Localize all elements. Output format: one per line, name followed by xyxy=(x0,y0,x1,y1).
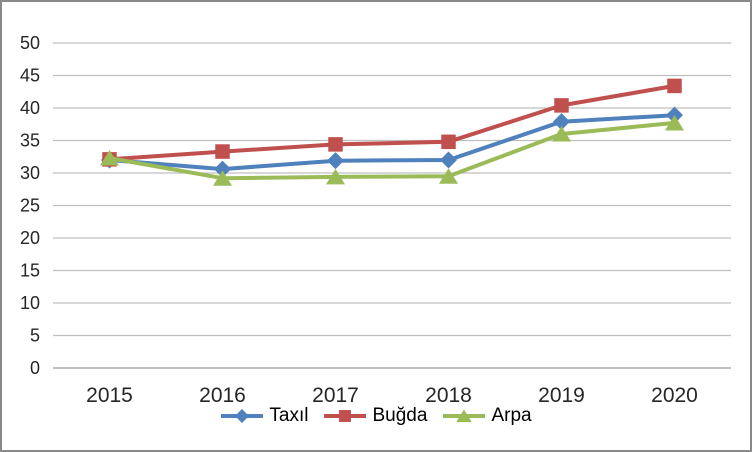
legend-item: Taxıl xyxy=(220,406,308,425)
series-line xyxy=(107,113,677,172)
y-axis-tick-label: 10 xyxy=(20,293,40,313)
y-axis-tick-label: 35 xyxy=(20,131,40,151)
legend-item: Arpa xyxy=(442,405,532,426)
square-marker-icon xyxy=(441,134,456,150)
triangle-marker-icon xyxy=(439,168,458,184)
triangle-marker-icon xyxy=(456,408,473,422)
gridlines xyxy=(53,42,731,369)
triangle-marker-icon xyxy=(213,170,232,186)
square-marker-icon xyxy=(328,137,343,152)
triangle-marker-icon xyxy=(100,150,119,166)
legend-label: Taxıl xyxy=(269,405,309,426)
x-axis-tick-label: 2018 xyxy=(425,384,472,407)
y-axis-tick-label: 30 xyxy=(20,163,40,183)
x-axis-tick-labels: 2015 2016 2017 2018 2019 2020 xyxy=(86,384,698,407)
diamond-marker-icon xyxy=(235,408,250,423)
square-legend-marker-icon xyxy=(324,409,367,422)
series-line xyxy=(107,83,677,162)
legend-item: Buğda xyxy=(323,406,427,425)
diamond-legend-marker-icon xyxy=(221,408,264,423)
triangle-marker-icon xyxy=(665,114,684,131)
y-axis-tick-label: 0 xyxy=(30,358,40,378)
y-axis-tick-label: 5 xyxy=(30,326,40,346)
series-2 xyxy=(100,114,684,186)
legend-label: Buğda xyxy=(372,405,428,426)
y-axis-tick-label: 20 xyxy=(20,228,40,248)
triangle-marker-icon xyxy=(326,168,345,185)
triangle-legend-marker-icon xyxy=(443,408,486,422)
diamond-marker-icon xyxy=(440,151,457,169)
x-axis-tick-label: 2015 xyxy=(86,384,133,407)
x-axis-tick-label: 2020 xyxy=(651,384,698,407)
series-line xyxy=(107,120,677,181)
square-marker-icon xyxy=(554,98,569,113)
chart-legend: Taxıl Buğda Arpa xyxy=(2,406,750,425)
x-axis-tick-label: 2019 xyxy=(538,384,585,407)
square-marker-icon xyxy=(667,78,682,94)
y-axis-tick-label: 25 xyxy=(20,196,40,216)
x-axis-tick-label: 2016 xyxy=(199,384,246,407)
square-marker-icon xyxy=(215,144,230,159)
y-axis-tick-labels: 0 5 10 15 20 25 30 35 40 45 50 xyxy=(20,33,40,378)
diamond-marker-icon xyxy=(553,113,570,131)
legend-label: Arpa xyxy=(491,405,532,426)
series-1 xyxy=(102,78,682,167)
y-axis-tick-label: 50 xyxy=(20,33,40,53)
diamond-marker-icon xyxy=(327,152,344,170)
square-marker-icon xyxy=(339,409,352,422)
x-axis-tick-label: 2017 xyxy=(312,384,359,407)
diamond-marker-icon xyxy=(214,160,231,178)
triangle-marker-icon xyxy=(552,126,571,142)
y-axis-tick-label: 40 xyxy=(20,98,40,118)
y-axis-tick-label: 15 xyxy=(20,261,40,281)
y-axis-tick-label: 45 xyxy=(20,66,40,86)
